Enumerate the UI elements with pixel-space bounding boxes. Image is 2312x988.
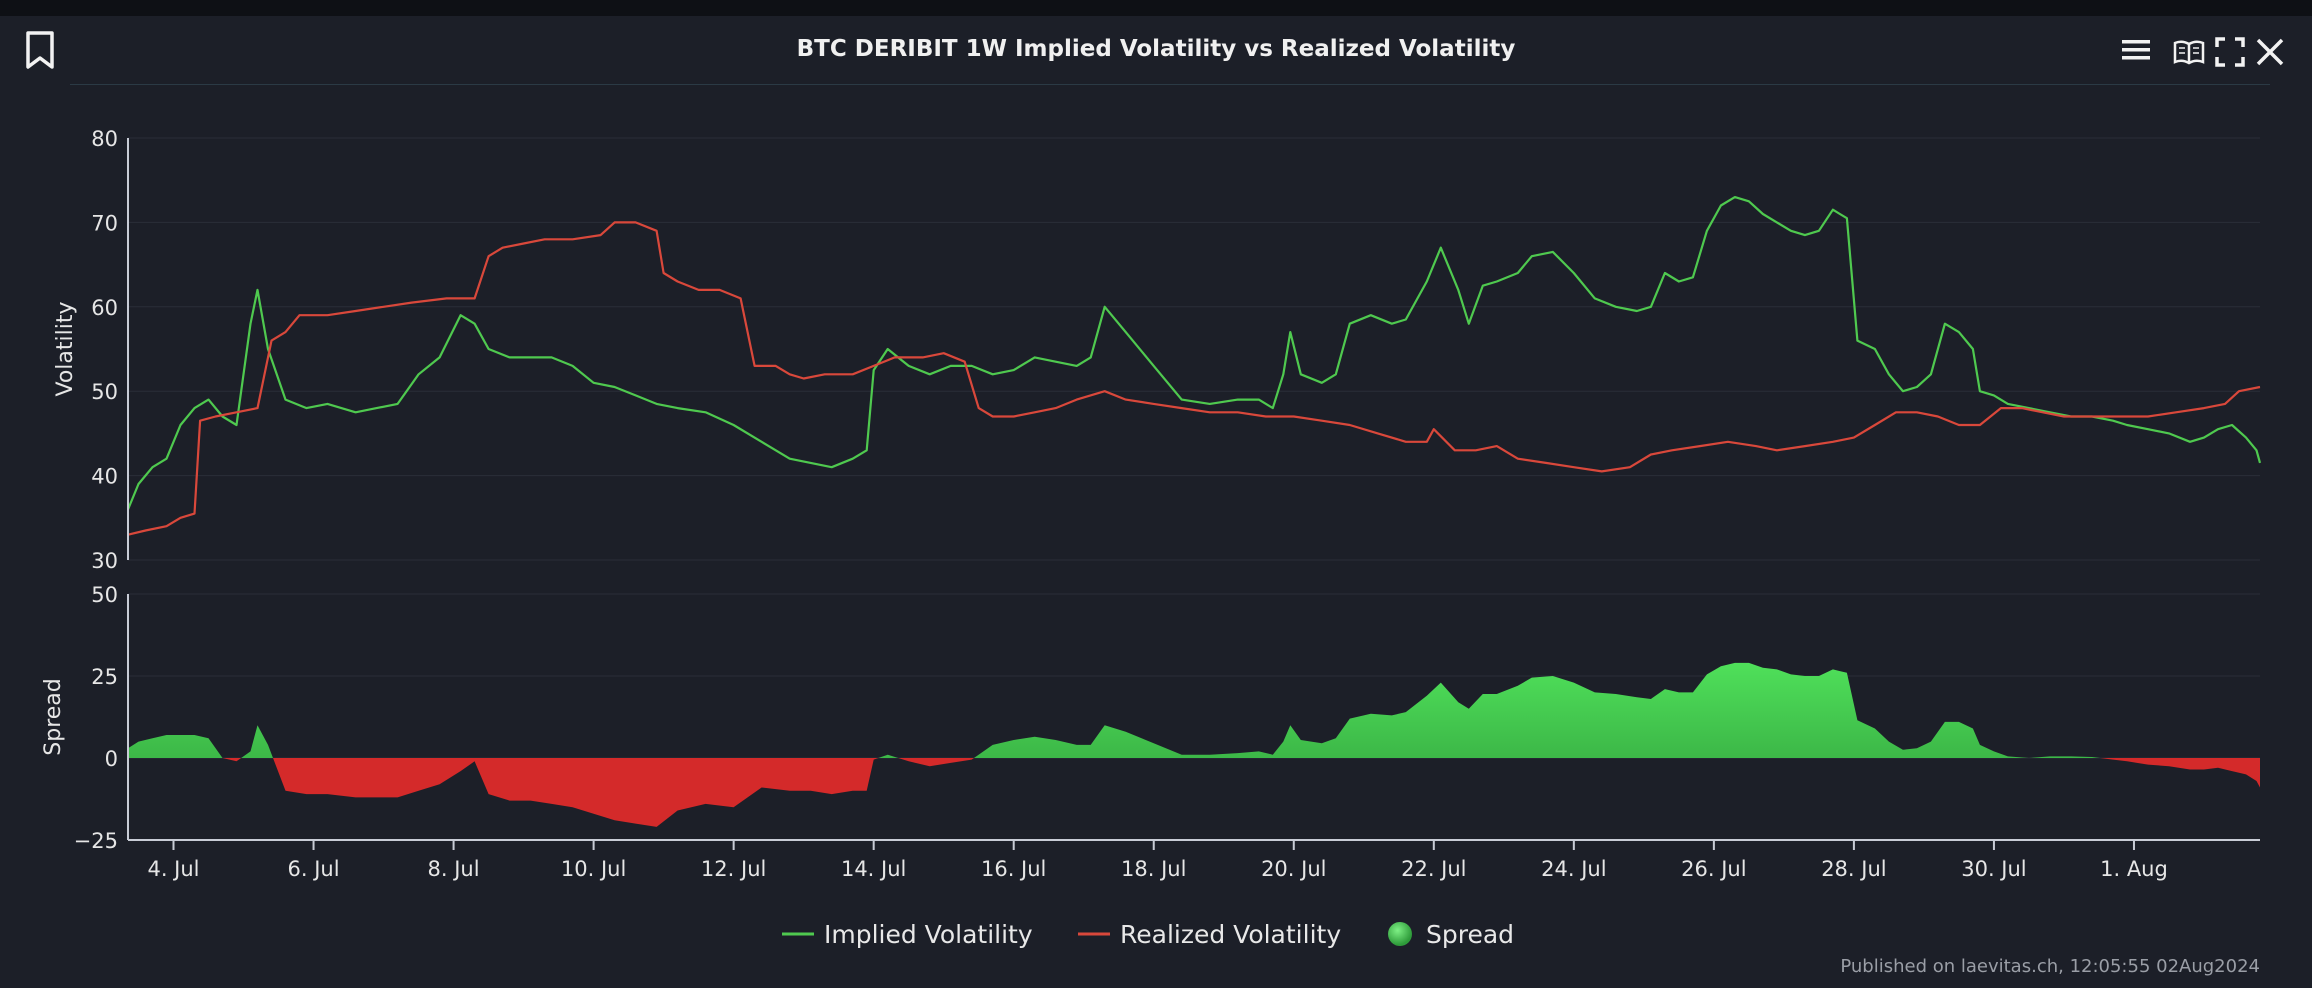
header-divider [70, 84, 2270, 85]
x-tick-label: 18. Jul [1121, 857, 1186, 881]
legend-item-realized[interactable]: Realized Volatility [1076, 914, 1341, 954]
legend-item-spread[interactable]: Spread [1386, 914, 1514, 954]
y-tick-label: 25 [91, 665, 118, 689]
y-axis-title-bottom: Spread [41, 678, 66, 755]
y-tick-label: 0 [105, 747, 118, 771]
legend-label-realized: Realized Volatility [1120, 919, 1342, 949]
close-icon[interactable] [2254, 36, 2294, 76]
y-tick-label: 70 [91, 211, 118, 235]
menu-icon[interactable] [2120, 36, 2160, 76]
top-strip [0, 0, 2312, 16]
x-tick-label: 22. Jul [1401, 857, 1466, 881]
y-tick-label: 30 [91, 549, 118, 573]
x-tick-label: 14. Jul [841, 857, 906, 881]
x-tick-label: 30. Jul [1961, 857, 2026, 881]
x-tick-label: 28. Jul [1821, 857, 1886, 881]
implied-volatility-line [126, 196, 2262, 510]
y-tick-label: 60 [91, 296, 118, 320]
legend-label-spread: Spread [1426, 919, 1515, 949]
realized-volatility-line [127, 221, 2261, 536]
y-tick-label: 50 [91, 380, 118, 404]
chart-title: BTC DERIBIT 1W Implied Volatility vs Rea… [796, 36, 1516, 62]
y-tick-label: −25 [74, 829, 118, 853]
fullscreen-icon[interactable] [2214, 36, 2254, 76]
bookmark-icon[interactable] [22, 30, 62, 70]
x-tick-label: 26. Jul [1681, 857, 1746, 881]
spread-area-positive [128, 662, 2260, 758]
x-tick-label: 16. Jul [981, 857, 1046, 881]
book-icon[interactable] [2172, 38, 2212, 78]
x-tick-label: 12. Jul [701, 857, 766, 881]
legend: Implied Volatility Realized Volatility S… [0, 914, 2312, 954]
x-tick-label: 10. Jul [561, 857, 626, 881]
x-tick-label: 8. Jul [428, 857, 480, 881]
x-tick-label: 20. Jul [1261, 857, 1326, 881]
y-axis-title-top: Volatility [53, 301, 78, 396]
spread-area-negative [128, 758, 2260, 827]
y-tick-label: 40 [91, 465, 118, 489]
x-tick-label: 4. Jul [147, 857, 199, 881]
y-tick-label: 80 [91, 127, 118, 151]
legend-item-implied[interactable]: Implied Volatility [780, 914, 1033, 954]
legend-label-implied: Implied Volatility [824, 919, 1033, 949]
y-tick-label: 50 [91, 583, 118, 607]
x-tick-label: 1. Aug [2100, 857, 2168, 881]
published-note: Published on laevitas.ch, 12:05:55 02Aug… [1840, 956, 2260, 977]
x-tick-label: 6. Jul [288, 857, 340, 881]
x-tick-label: 24. Jul [1541, 857, 1606, 881]
